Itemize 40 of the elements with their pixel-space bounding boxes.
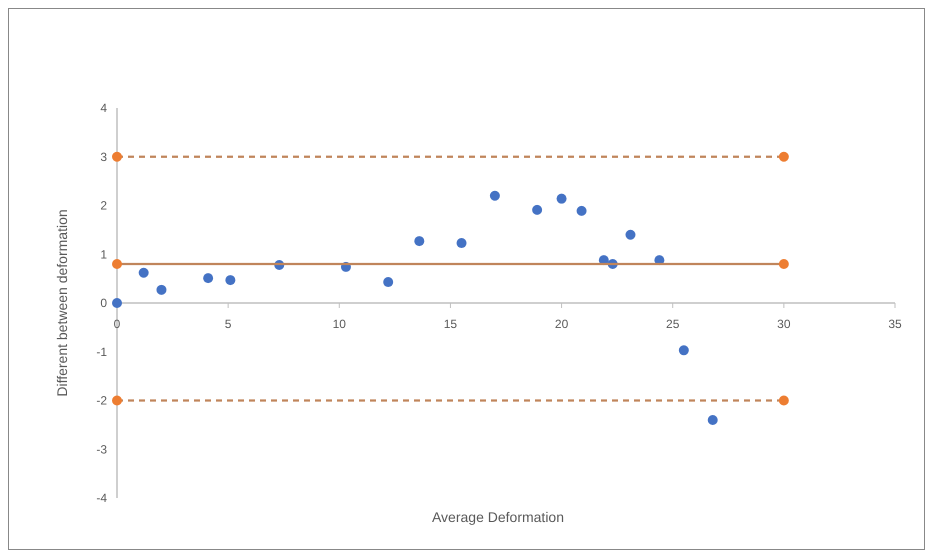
- point: [678, 345, 689, 356]
- x-tick-label: 0: [114, 317, 121, 331]
- x-axis-title: Average Deformation: [432, 509, 564, 525]
- x-tick-label: 25: [666, 317, 680, 331]
- x-tick-label: 30: [777, 317, 791, 331]
- y-axis-title: Different between deformation: [54, 209, 70, 397]
- point: [625, 230, 636, 240]
- y-tick-label: -1: [96, 344, 108, 359]
- point: [778, 152, 789, 162]
- point: [708, 415, 718, 425]
- y-tick-label: 2: [100, 198, 108, 212]
- point: [414, 236, 424, 246]
- x-tick-label: 35: [888, 317, 902, 331]
- point: [556, 194, 567, 204]
- y-tick-label: 0: [100, 296, 108, 310]
- x-tick-label: 10: [332, 317, 346, 331]
- x-tick-label: 15: [444, 317, 458, 331]
- point: [112, 396, 122, 406]
- point: [138, 268, 149, 278]
- y-tick-label: 4: [100, 101, 108, 115]
- point: [112, 298, 122, 308]
- point: [225, 275, 236, 286]
- point: [778, 396, 789, 406]
- point: [203, 273, 214, 284]
- y-tick-label: -2: [96, 394, 108, 408]
- y-tick-label: -3: [96, 442, 108, 456]
- point: [778, 259, 789, 269]
- x-tick-label: 5: [224, 317, 232, 331]
- point: [456, 238, 467, 248]
- y-tick-label: 1: [100, 247, 108, 262]
- point: [532, 204, 542, 215]
- y-tick-label: -4: [96, 491, 108, 505]
- point: [383, 277, 394, 288]
- point: [112, 259, 122, 269]
- point: [490, 190, 500, 201]
- point: [156, 284, 166, 295]
- point: [576, 206, 587, 216]
- y-tick-label: 3: [100, 150, 108, 164]
- point: [112, 152, 122, 162]
- x-tick-label: 20: [554, 317, 569, 331]
